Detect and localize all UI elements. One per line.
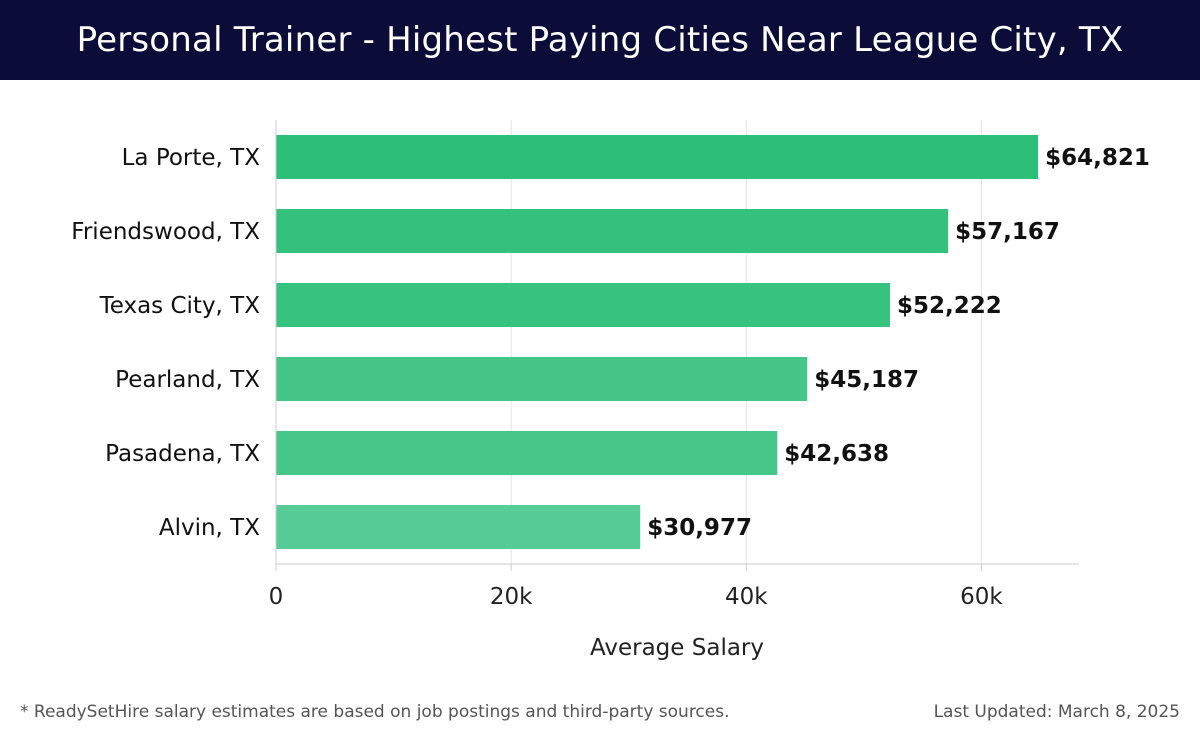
bar-5 (276, 505, 641, 549)
x-tick-label-2: 40k (725, 584, 768, 610)
x-tick-label-1: 20k (490, 584, 533, 610)
category-label-5: Alvin, TX (159, 515, 260, 541)
bar-1 (276, 209, 949, 253)
bar-4 (276, 431, 778, 475)
last-updated: Last Updated: March 8, 2025 (933, 702, 1180, 722)
category-label-2: Texas City, TX (99, 293, 261, 319)
x-tick-label-3: 60k (960, 584, 1003, 610)
bar-0 (276, 135, 1039, 179)
category-label-0: La Porte, TX (122, 145, 261, 171)
value-label-5: $30,977 (647, 515, 752, 541)
gridlines (510, 120, 982, 564)
value-label-3: $45,187 (814, 367, 919, 393)
value-label-1: $57,167 (955, 219, 1060, 245)
value-label-0: $64,821 (1045, 145, 1150, 171)
bar-3 (276, 357, 808, 401)
bar-2 (276, 283, 890, 327)
footer-note: * ReadySetHire salary estimates are base… (20, 702, 730, 722)
category-label-1: Friendswood, TX (71, 219, 260, 245)
x-axis-title: Average Salary (590, 635, 764, 661)
chart-header: Personal Trainer - Highest Paying Cities… (0, 0, 1200, 80)
category-label-4: Pasadena, TX (105, 441, 260, 467)
axes: 0 20k 40k 60k La Porte, TX Friendswood, TX Tex… (71, 120, 1079, 610)
value-label-2: $52,222 (897, 293, 1002, 319)
bar-chart: $64,821 $57,167 $52,222 $45,187 $42,638 $30,9… (71, 120, 1150, 661)
value-label-4: $42,638 (784, 441, 889, 467)
x-tick-label-0: 0 (269, 584, 284, 610)
chart-title: Personal Trainer - Highest Paying Cities… (76, 20, 1124, 60)
bars: $64,821 $57,167 $52,222 $45,187 $42,638 $30,9… (276, 135, 1150, 549)
category-label-3: Pearland, TX (115, 367, 260, 393)
